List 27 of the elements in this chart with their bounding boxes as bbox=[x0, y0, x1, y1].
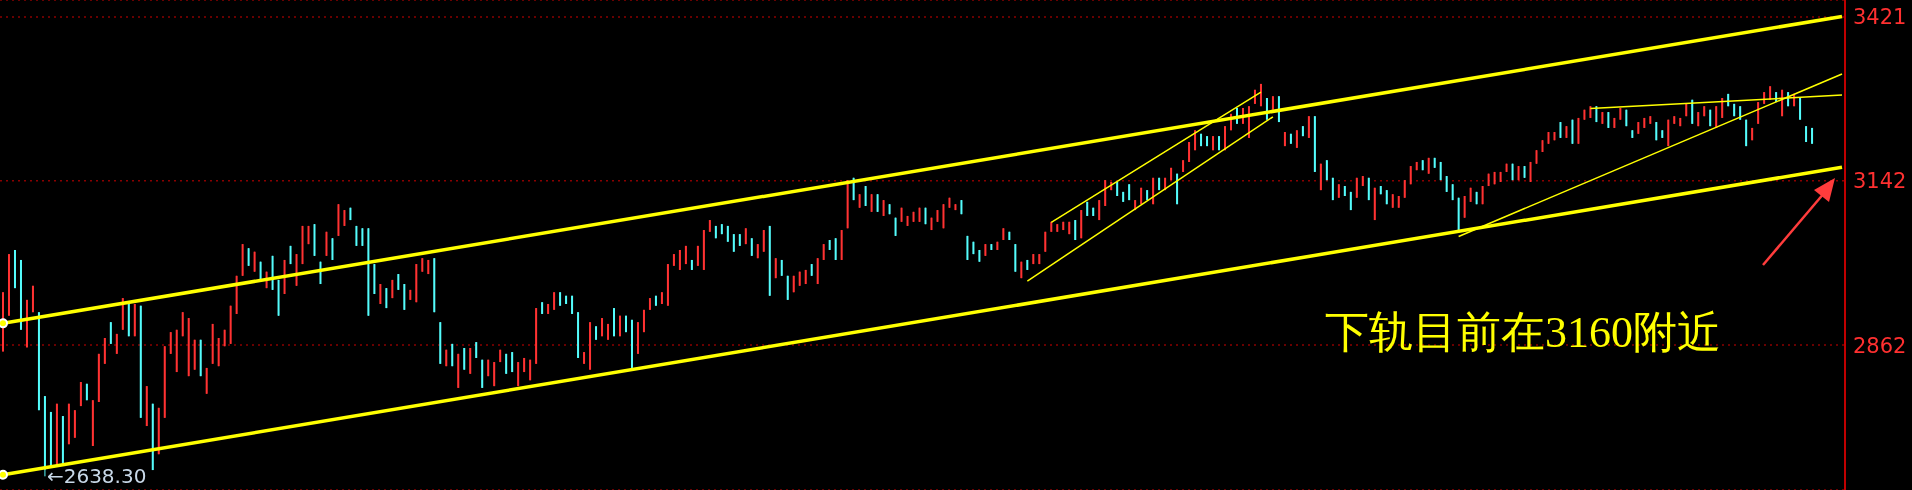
annotation: 下轨目前在3160附近 bbox=[1325, 307, 1721, 359]
candlestick bbox=[1307, 115, 1310, 139]
candlestick bbox=[607, 323, 610, 341]
candlestick bbox=[613, 307, 616, 337]
y-tick-label: 3142 bbox=[1853, 169, 1907, 194]
candlestick bbox=[1224, 125, 1227, 151]
candlestick bbox=[630, 319, 633, 369]
candlestick bbox=[762, 229, 765, 253]
candlestick bbox=[624, 315, 627, 333]
candlestick bbox=[1463, 195, 1466, 219]
annotation: ←2638.30 bbox=[46, 464, 147, 489]
candlestick bbox=[7, 253, 10, 317]
candlestick bbox=[1188, 141, 1191, 163]
candlestick bbox=[1721, 97, 1724, 119]
candlestick bbox=[13, 249, 16, 289]
candlestick bbox=[1799, 97, 1802, 121]
candlestick bbox=[1218, 135, 1221, 151]
candlestick bbox=[379, 283, 382, 305]
candlestick bbox=[1757, 101, 1760, 125]
y-tick-label: 2862 bbox=[1853, 333, 1907, 358]
candlestick bbox=[331, 237, 334, 261]
candlestick bbox=[169, 331, 172, 355]
candlestick bbox=[834, 237, 837, 261]
y-tick-label: 3421 bbox=[1853, 5, 1907, 30]
candlestick bbox=[864, 185, 867, 207]
candlestick bbox=[109, 321, 112, 345]
candlestick bbox=[619, 315, 621, 337]
